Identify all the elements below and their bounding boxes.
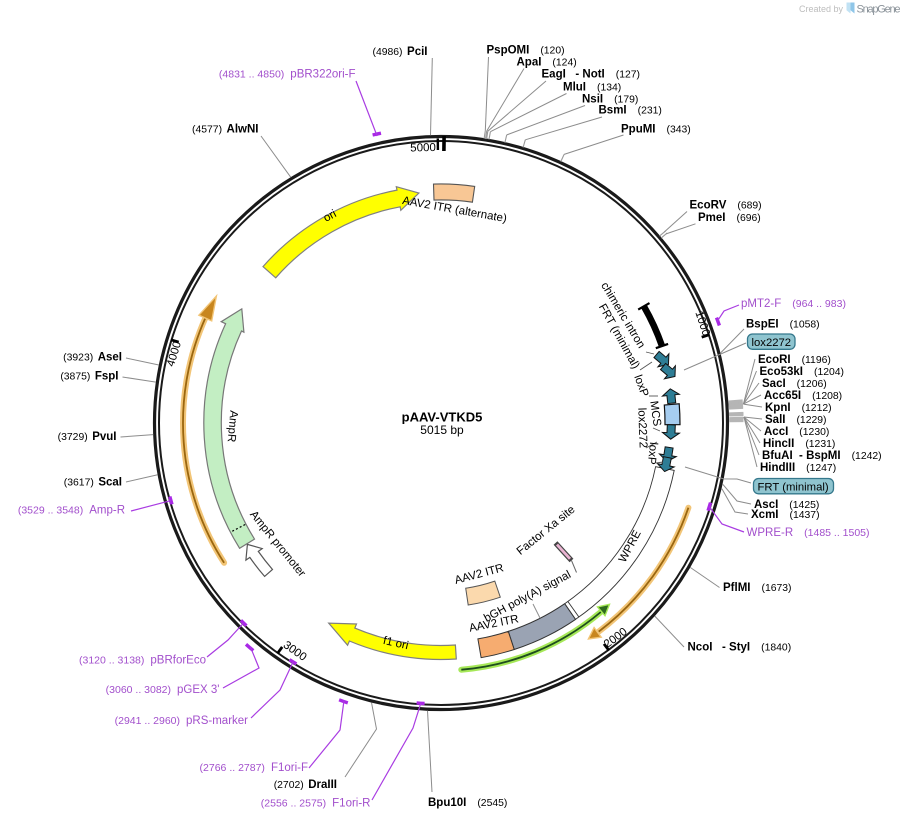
svg-text:(2766 .. 2787)F1ori-F: (2766 .. 2787)F1ori-F (200, 762, 308, 774)
svg-text:(3729)PvuI: (3729)PvuI (58, 431, 117, 443)
svg-text:lox2272: lox2272 (752, 337, 792, 349)
svg-text:NcoI - StyI(1840): NcoI - StyI(1840) (688, 642, 792, 654)
svg-text:Created by: Created by (799, 4, 844, 14)
svg-text:5015 bp: 5015 bp (420, 423, 464, 437)
svg-text:EagI - NotI(127): EagI - NotI(127) (542, 69, 641, 81)
svg-text:FRT (minimal): FRT (minimal) (758, 482, 829, 494)
svg-text:5000: 5000 (410, 142, 436, 154)
svg-text:(3875)FspI: (3875)FspI (60, 371, 118, 383)
svg-text:loxP: loxP (645, 442, 659, 466)
svg-text:EcoRV(689): EcoRV(689) (690, 200, 762, 212)
svg-text:(3060 .. 3082)pGEX 3': (3060 .. 3082)pGEX 3' (106, 684, 220, 696)
svg-text:SalI(1229): SalI(1229) (765, 414, 827, 426)
svg-text:(3120 .. 3138)pBRforEco: (3120 .. 3138)pBRforEco (79, 655, 206, 667)
svg-text:SnapGene: SnapGene (857, 4, 901, 16)
svg-text:lox2272: lox2272 (635, 408, 648, 449)
svg-text:pMT2-F(964 .. 983): pMT2-F(964 .. 983) (741, 298, 846, 310)
svg-text:(3923)AseI: (3923)AseI (63, 352, 122, 364)
svg-text:Eco53kI(1204): Eco53kI(1204) (760, 366, 845, 378)
svg-text:(3617)ScaI: (3617)ScaI (64, 477, 122, 489)
svg-text:(2556 .. 2575)F1ori-R: (2556 .. 2575)F1ori-R (261, 798, 371, 810)
svg-text:(4986)PciI: (4986)PciI (372, 46, 427, 58)
svg-text:WPRE-R(1485 .. 1505): WPRE-R(1485 .. 1505) (747, 527, 870, 539)
svg-text:BfuAI - BspMI(1242): BfuAI - BspMI(1242) (762, 450, 882, 462)
svg-text:(3529 .. 3548)Amp-R: (3529 .. 3548)Amp-R (18, 505, 125, 517)
svg-text:PspOMI(120): PspOMI(120) (487, 45, 565, 57)
